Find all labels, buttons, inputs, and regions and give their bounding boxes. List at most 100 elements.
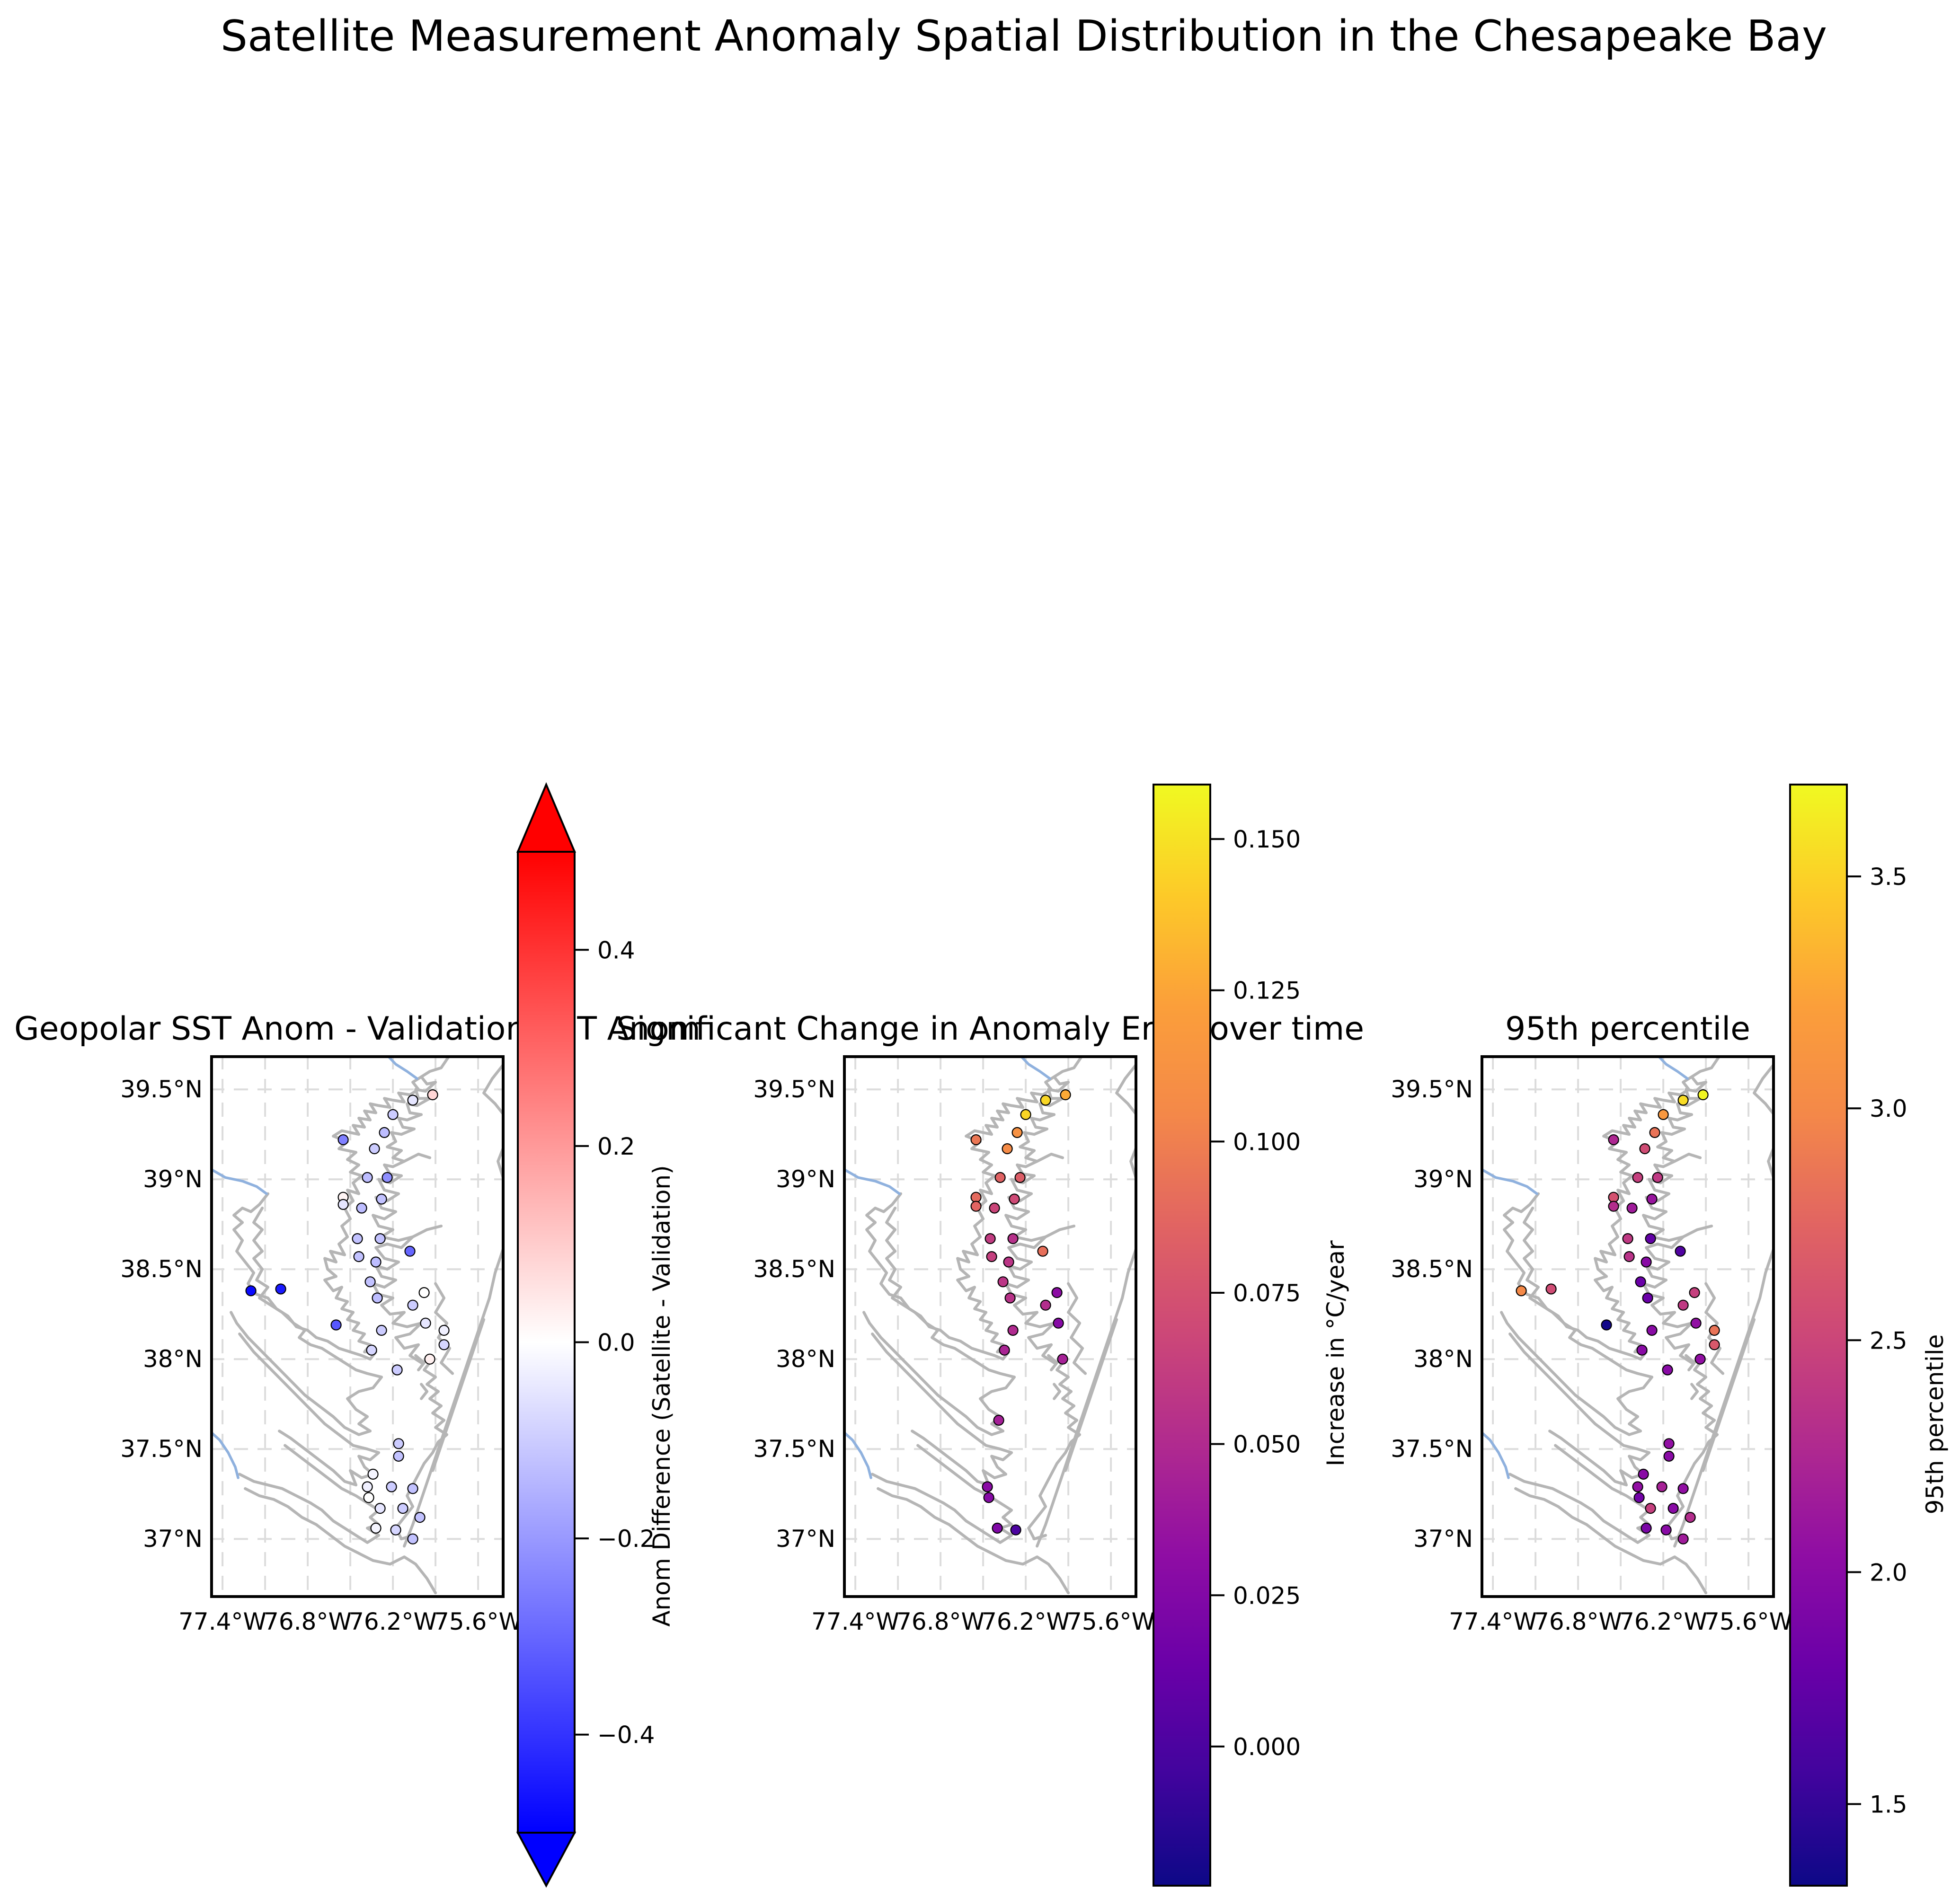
station-point xyxy=(1697,1089,1709,1101)
coastline xyxy=(1004,1054,1084,1541)
map-frame xyxy=(1481,1055,1775,1598)
colorbar-tick-label: 0.4 xyxy=(597,936,635,964)
station-point xyxy=(330,1319,342,1331)
coastline xyxy=(403,1153,432,1163)
coastline xyxy=(1642,1054,1722,1541)
station-point xyxy=(362,1172,373,1183)
station-point xyxy=(993,1414,1004,1426)
station-point xyxy=(994,1172,1006,1183)
station-point xyxy=(1645,1502,1656,1514)
map-anom-trend xyxy=(841,1054,1140,1600)
station-point xyxy=(1645,1233,1656,1245)
station-point xyxy=(337,1199,349,1210)
coastline xyxy=(1508,1444,1651,1544)
coastline xyxy=(482,1063,506,1116)
coastline xyxy=(1044,1225,1076,1238)
coastline xyxy=(1753,1063,1776,1116)
coastline xyxy=(1514,1487,1708,1595)
y-tick-label: 39.5°N xyxy=(1391,1076,1473,1103)
station-point xyxy=(376,1193,387,1205)
station-point xyxy=(369,1143,380,1155)
station-point xyxy=(1677,1095,1689,1106)
station-point xyxy=(1677,1533,1689,1545)
station-point xyxy=(407,1095,418,1106)
station-point xyxy=(376,1324,387,1336)
station-point xyxy=(1685,1511,1696,1523)
coastline xyxy=(244,1487,437,1595)
station-point xyxy=(407,1299,418,1311)
station-point xyxy=(1545,1283,1557,1295)
station-point xyxy=(1662,1364,1673,1376)
y-tick-label: 37°N xyxy=(775,1525,835,1553)
station-point xyxy=(1667,1502,1679,1514)
station-point xyxy=(438,1324,450,1336)
station-point xyxy=(390,1524,401,1536)
colorbar-tick-label: 0.050 xyxy=(1233,1431,1301,1458)
station-point xyxy=(353,1251,364,1262)
station-point xyxy=(999,1344,1010,1356)
station-point xyxy=(362,1481,373,1492)
colorbar-svg: 0.4 0.2 0.0 −0.2 −0.4 xyxy=(516,782,655,1888)
station-point xyxy=(352,1233,363,1245)
x-tick-label: 76.2°W xyxy=(349,1608,437,1635)
coastline xyxy=(1685,1354,1696,1371)
colorbar-strip xyxy=(1789,784,1848,1887)
y-tick-label: 38.5°N xyxy=(120,1255,203,1283)
station-point xyxy=(1690,1317,1702,1329)
colorbar-label-95th-percentile: 95th percentile xyxy=(1921,1334,1949,1515)
station-point xyxy=(1053,1317,1064,1329)
map-frame xyxy=(210,1055,505,1598)
panel-title-anom-trend: Significant Change in Anomaly Error over… xyxy=(616,1010,1365,1048)
coastline xyxy=(1036,1246,1138,1548)
colorbar-tick-label: 0.0 xyxy=(597,1329,635,1357)
y-tick-label: 39.5°N xyxy=(120,1076,203,1103)
station-point xyxy=(970,1200,982,1212)
colorbar-strip xyxy=(1153,784,1211,1887)
station-point xyxy=(407,1483,418,1494)
coastline xyxy=(1047,1354,1059,1371)
coastline xyxy=(238,1444,381,1544)
station-point xyxy=(1658,1109,1669,1121)
y-tick-label: 39°N xyxy=(775,1165,835,1193)
coastline xyxy=(403,1246,506,1548)
station-point xyxy=(1007,1324,1019,1336)
station-point xyxy=(1037,1245,1048,1257)
station-point xyxy=(414,1511,426,1523)
colorbar-arrow-down xyxy=(516,1832,576,1888)
x-tick-label: 76.2°W xyxy=(982,1608,1070,1635)
x-tick-label: 76.8°W xyxy=(264,1608,352,1635)
station-point xyxy=(387,1109,399,1121)
station-point xyxy=(1040,1299,1051,1311)
station-point xyxy=(337,1134,349,1146)
station-point xyxy=(1516,1285,1527,1297)
station-point xyxy=(982,1481,993,1492)
map-svg xyxy=(1479,1054,1777,1598)
station-point xyxy=(1060,1089,1071,1101)
station-point xyxy=(1636,1344,1648,1356)
river xyxy=(841,1167,901,1195)
station-point xyxy=(1608,1134,1619,1146)
station-point xyxy=(1020,1109,1031,1121)
colorbar-tick-label: 0.025 xyxy=(1233,1582,1301,1609)
x-tick-label: 77.4°W xyxy=(1449,1608,1537,1635)
coastline xyxy=(1673,1153,1702,1163)
coastline xyxy=(1702,1318,1756,1472)
coastline xyxy=(1500,1207,1654,1436)
station-point xyxy=(1632,1172,1643,1183)
coastline xyxy=(414,1354,426,1371)
colorbar-tick-label: 0.125 xyxy=(1233,977,1301,1005)
colorbar-svg: 3.5 3.0 2.5 2.0 1.5 xyxy=(1789,784,1907,1887)
y-tick-label: 37.5°N xyxy=(1391,1435,1473,1463)
station-point xyxy=(404,1245,416,1257)
station-point xyxy=(1057,1353,1068,1365)
station-point xyxy=(366,1344,377,1356)
station-point xyxy=(379,1127,390,1138)
y-tick-label: 37°N xyxy=(142,1525,203,1553)
station-point xyxy=(1689,1287,1700,1298)
x-tick-label: 76.8°W xyxy=(1534,1608,1622,1635)
station-point xyxy=(1663,1450,1675,1462)
colorbar-tick-label: 0.075 xyxy=(1233,1280,1301,1307)
river xyxy=(1479,1430,1510,1479)
station-point xyxy=(1663,1438,1675,1449)
